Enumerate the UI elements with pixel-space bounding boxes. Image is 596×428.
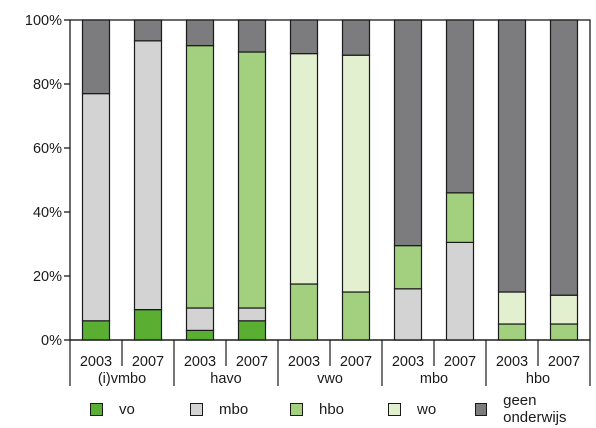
legend-swatch bbox=[190, 402, 203, 416]
x-tick-label-year: 2007 bbox=[132, 354, 164, 370]
bar-segment-hbo bbox=[393, 245, 423, 290]
bar-segment-hbo bbox=[497, 323, 527, 341]
legend-label: wo bbox=[417, 400, 437, 418]
bar-segment-wo bbox=[549, 294, 579, 325]
x-group-label: havo bbox=[210, 371, 241, 387]
bar-segment-hbo bbox=[237, 51, 267, 309]
legend-label: vo bbox=[119, 400, 135, 418]
bar-segment-geen-onderwijs bbox=[497, 19, 527, 293]
legend-swatch bbox=[475, 402, 488, 416]
bar-segment-mbo bbox=[237, 307, 267, 322]
legend-item-vo: vo bbox=[90, 396, 135, 422]
y-tick-label: 20% bbox=[33, 269, 62, 285]
x-group-label: (i)vmbo bbox=[98, 371, 146, 387]
y-tick-label: 100% bbox=[25, 13, 62, 29]
bar-segment-geen-onderwijs bbox=[237, 19, 267, 53]
legend-item-hbo: hbo bbox=[290, 396, 344, 422]
legend-label: mbo bbox=[219, 400, 249, 418]
x-tick-label-year: 2007 bbox=[236, 354, 268, 370]
bar-segment-wo bbox=[497, 291, 527, 325]
legend-label: hbo bbox=[319, 400, 345, 418]
bar-segment-vo bbox=[185, 329, 215, 341]
bar-segment-geen-onderwijs bbox=[289, 19, 319, 55]
x-tick-label-year: 2003 bbox=[288, 354, 320, 370]
bar-segment-mbo bbox=[445, 241, 475, 341]
bar-segment-vo bbox=[237, 320, 267, 341]
bar-segment-geen-onderwijs bbox=[393, 19, 423, 247]
legend-item-wo: wo bbox=[388, 396, 436, 422]
x-tick-label-year: 2003 bbox=[496, 354, 528, 370]
y-tick-label: 0% bbox=[41, 333, 62, 349]
bar-segment-wo bbox=[341, 54, 371, 293]
bar-segment-vo bbox=[81, 320, 111, 341]
bar-segment-mbo bbox=[393, 288, 423, 341]
x-group-label: mbo bbox=[420, 371, 448, 387]
x-tick-label-year: 2007 bbox=[340, 354, 372, 370]
bar-segment-hbo bbox=[445, 192, 475, 244]
x-tick-label-year: 2003 bbox=[80, 354, 112, 370]
x-tick-label-year: 2007 bbox=[548, 354, 580, 370]
legend-swatch bbox=[90, 402, 103, 416]
bar-segment-geen-onderwijs bbox=[185, 19, 215, 47]
bar-segment-hbo bbox=[185, 44, 215, 309]
legend-swatch bbox=[388, 402, 401, 416]
bar-segment-mbo bbox=[185, 307, 215, 331]
bar-segment-vo bbox=[133, 309, 163, 341]
legend-label: geen onderwijs bbox=[503, 392, 567, 426]
bar-segment-geen-onderwijs bbox=[445, 19, 475, 194]
legend: vo mbo hbo wo geen onderwijs bbox=[0, 392, 596, 426]
x-tick-label-year: 2003 bbox=[392, 354, 424, 370]
x-group-label: hbo bbox=[526, 371, 550, 387]
bar-segment-hbo bbox=[341, 291, 371, 341]
bar-segment-geen-onderwijs bbox=[341, 19, 371, 56]
bar-segment-geen-onderwijs bbox=[549, 19, 579, 296]
legend-item-geen-onderwijs: geen onderwijs bbox=[475, 392, 596, 426]
bar-segment-mbo bbox=[133, 40, 163, 311]
bar-segment-hbo bbox=[289, 283, 319, 341]
bar-segment-mbo bbox=[81, 92, 111, 322]
bar-segment-wo bbox=[289, 52, 319, 285]
y-tick-label: 80% bbox=[33, 77, 62, 93]
x-group-label: vwo bbox=[317, 371, 343, 387]
bar-segment-hbo bbox=[549, 323, 579, 341]
bar-segment-geen-onderwijs bbox=[133, 19, 163, 42]
y-tick-label: 60% bbox=[33, 141, 62, 157]
bar-segment-geen-onderwijs bbox=[81, 19, 111, 95]
x-tick-label-year: 2007 bbox=[444, 354, 476, 370]
legend-item-mbo: mbo bbox=[190, 396, 248, 422]
y-tick-label: 40% bbox=[33, 205, 62, 221]
legend-swatch bbox=[290, 402, 303, 416]
x-tick-label-year: 2003 bbox=[184, 354, 216, 370]
